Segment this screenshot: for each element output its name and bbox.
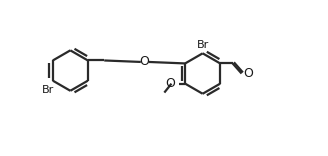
Text: Br: Br (196, 40, 209, 50)
Text: Br: Br (42, 85, 54, 95)
Text: O: O (244, 67, 254, 80)
Text: O: O (165, 77, 175, 90)
Text: O: O (140, 55, 150, 68)
